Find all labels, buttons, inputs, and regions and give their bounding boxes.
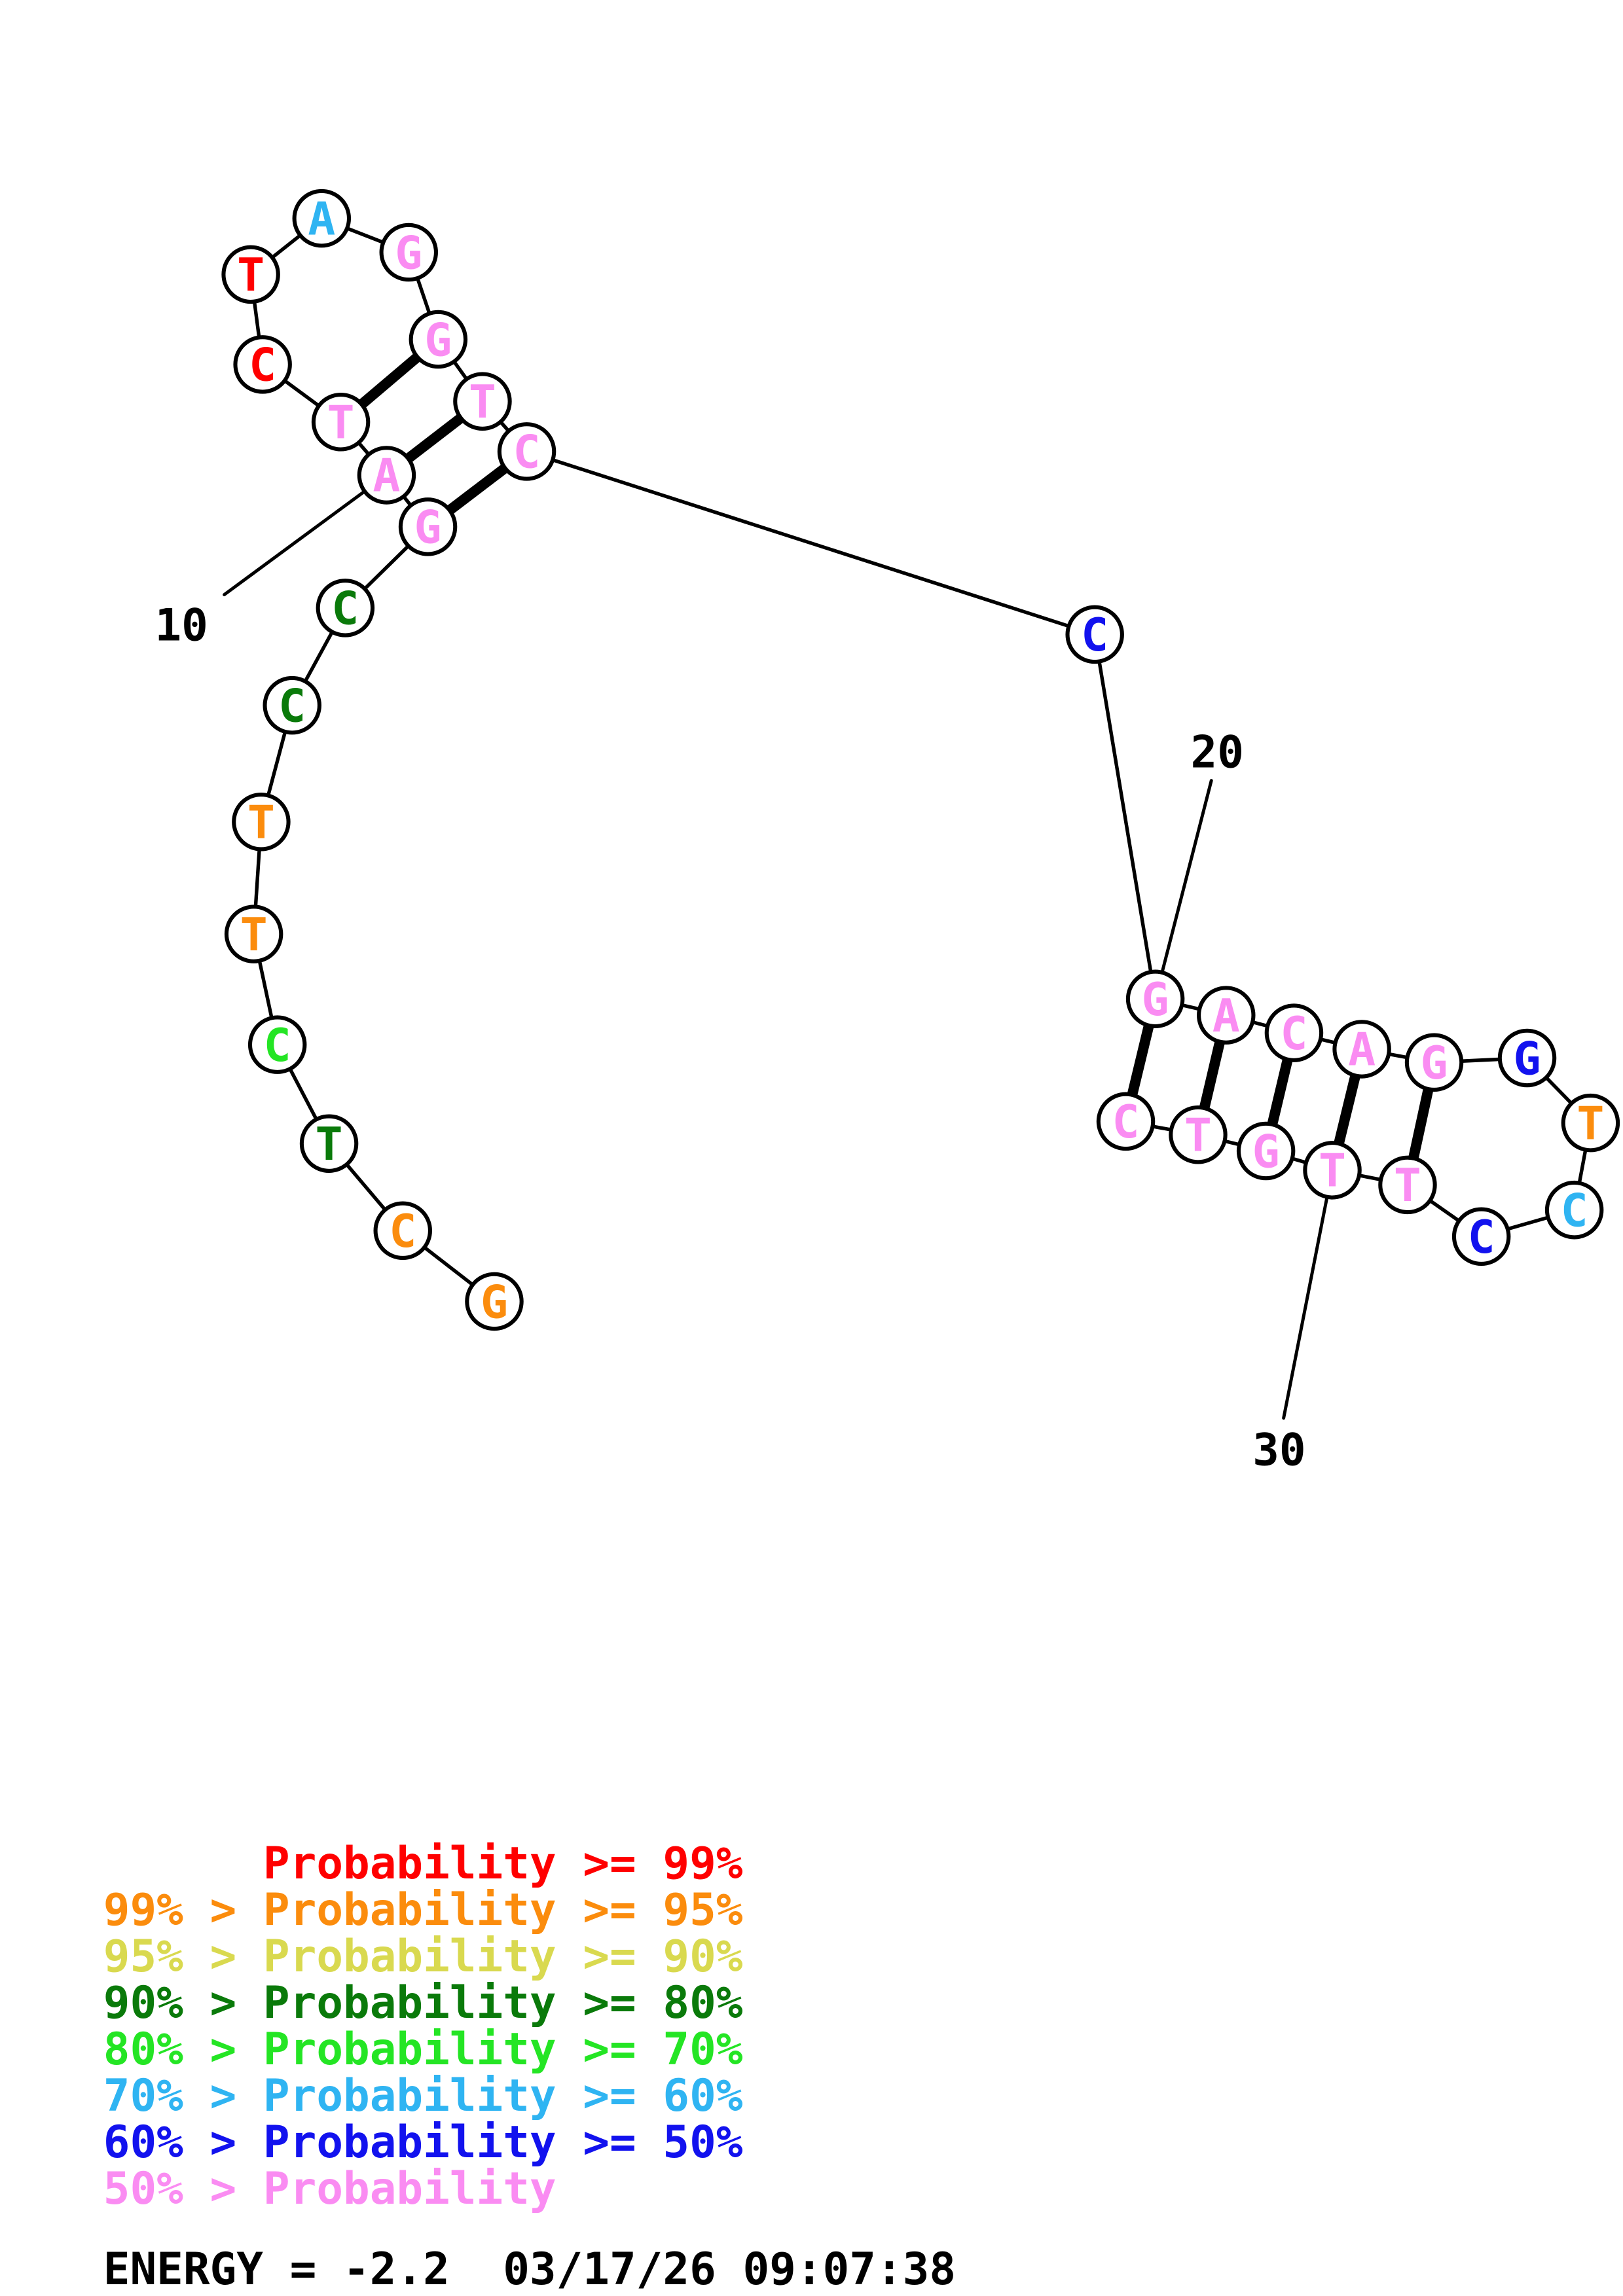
legend-row-60: 70% > Probability >= 60% bbox=[103, 2070, 743, 2121]
nucleotide-circle bbox=[1264, 1003, 1324, 1062]
nucleotide-circle bbox=[1303, 1141, 1362, 1200]
nucleotide-base: C bbox=[278, 679, 306, 732]
legend-row-95: 99% > Probability >= 95% bbox=[103, 1884, 743, 1935]
nucleotide-base: C bbox=[389, 1205, 416, 1258]
nucleotide-circle bbox=[233, 335, 292, 394]
nucleotide-circle bbox=[263, 675, 321, 735]
nucleotide-circle bbox=[497, 422, 556, 481]
nucleotide-circle bbox=[1378, 1155, 1437, 1215]
nucleotide-circle bbox=[311, 393, 371, 452]
nucleotide-base: A bbox=[373, 450, 400, 503]
nucleotide-circle bbox=[292, 188, 352, 248]
nucleotide-circle bbox=[316, 579, 375, 637]
nucleotide-base: G bbox=[1142, 973, 1169, 1026]
nucleotide-base: T bbox=[247, 797, 275, 850]
nucleotide-base: C bbox=[513, 426, 541, 479]
nucleotide-circle bbox=[465, 1272, 524, 1331]
nucleotide-base: A bbox=[1213, 990, 1240, 1043]
nucleotide-base: T bbox=[1577, 1097, 1604, 1150]
nucleotide-circle bbox=[1404, 1033, 1464, 1092]
nucleotide-base: C bbox=[1468, 1211, 1495, 1264]
nucleotide-base: C bbox=[1280, 1007, 1307, 1060]
nucleotide-base: G bbox=[395, 226, 422, 279]
nucleotide-base: A bbox=[1348, 1024, 1376, 1077]
nucleotide-base: T bbox=[240, 908, 268, 961]
nucleotide-base: T bbox=[1319, 1145, 1346, 1198]
nucleotide-circle bbox=[357, 446, 416, 505]
backbone-links bbox=[249, 216, 1593, 1304]
nucleotide-base: C bbox=[249, 339, 276, 392]
energy-text: ENERGY = -2.2 03/17/26 09:07:38 bbox=[103, 2243, 956, 2295]
nucleotide-base: G bbox=[1252, 1125, 1280, 1178]
label-line bbox=[223, 473, 388, 597]
nucleotide-base: A bbox=[308, 192, 335, 245]
probability-legend: Probability >= 99% 99% > Probability >= … bbox=[103, 1837, 743, 2214]
nucleotide-circle bbox=[1236, 1121, 1296, 1181]
nucleotide-circle bbox=[1169, 1105, 1228, 1164]
nucleotide-base: G bbox=[1513, 1032, 1541, 1085]
legend-row-below: 50% > Probability bbox=[103, 2162, 556, 2214]
backbone-link bbox=[524, 450, 1097, 637]
nucleotide-circle bbox=[1544, 1180, 1604, 1240]
nucleotide-circle bbox=[1451, 1207, 1511, 1266]
nucleotide-base: T bbox=[327, 397, 355, 450]
label-line bbox=[1282, 1168, 1334, 1420]
nucleotide-base: G bbox=[1421, 1037, 1448, 1090]
nucleotide-base: T bbox=[1394, 1159, 1421, 1212]
nucleotide-circle bbox=[1197, 986, 1256, 1045]
nucleotide-circle bbox=[1125, 969, 1185, 1029]
nucleotide-base: C bbox=[1081, 609, 1108, 662]
nucleotide-circle bbox=[453, 372, 512, 431]
nucleotide-circle bbox=[232, 793, 291, 852]
nucleotide-circle bbox=[247, 1015, 307, 1074]
legend-row-90: 95% > Probability >= 90% bbox=[103, 1930, 743, 1982]
position-label: 30 bbox=[1252, 1424, 1305, 1476]
label-line bbox=[1154, 779, 1213, 1001]
legend-row-80: 90% > Probability >= 80% bbox=[103, 1977, 743, 2028]
position-label: 10 bbox=[155, 599, 208, 651]
nucleotide-base: G bbox=[414, 501, 442, 554]
legend-row-99: Probability >= 99% bbox=[103, 1837, 743, 1889]
legend-row-70: 80% > Probability >= 70% bbox=[103, 2023, 743, 2075]
nucleotide-circle bbox=[1065, 605, 1124, 664]
nucleotide-base: C bbox=[264, 1019, 291, 1072]
nucleotide-base: C bbox=[1112, 1096, 1139, 1149]
nucleotide-circle bbox=[224, 905, 283, 963]
backbone-link bbox=[1093, 632, 1158, 1001]
nucleotide-circle bbox=[373, 1201, 432, 1261]
nucleotide-circle bbox=[299, 1114, 359, 1173]
nucleotide-circle bbox=[1561, 1093, 1620, 1153]
nucleotide-circle bbox=[409, 310, 468, 369]
nucleotide-base: T bbox=[316, 1118, 343, 1171]
legend-row-50: 60% > Probability >= 50% bbox=[103, 2116, 743, 2168]
nucleotide-circle bbox=[1497, 1028, 1557, 1088]
nucleotide-base: G bbox=[424, 314, 452, 367]
nucleotide-circle bbox=[1096, 1092, 1156, 1151]
nucleotide-circle bbox=[1332, 1020, 1391, 1079]
nucleotide-base: G bbox=[481, 1276, 508, 1329]
nucleotide-circle bbox=[379, 223, 438, 282]
nucleotide-base: C bbox=[1561, 1184, 1588, 1237]
label-lines bbox=[223, 473, 1334, 1420]
position-label: 20 bbox=[1191, 726, 1244, 778]
nucleotide-base: C bbox=[331, 583, 359, 636]
position-labels: 10 20 30 bbox=[155, 599, 1305, 1475]
nucleotide-base: T bbox=[1184, 1109, 1212, 1162]
nucleotide-base: T bbox=[469, 376, 496, 429]
nucleotide-circle bbox=[398, 497, 458, 556]
nucleotide-base: T bbox=[237, 249, 264, 302]
nucleotide-circle bbox=[221, 245, 280, 304]
